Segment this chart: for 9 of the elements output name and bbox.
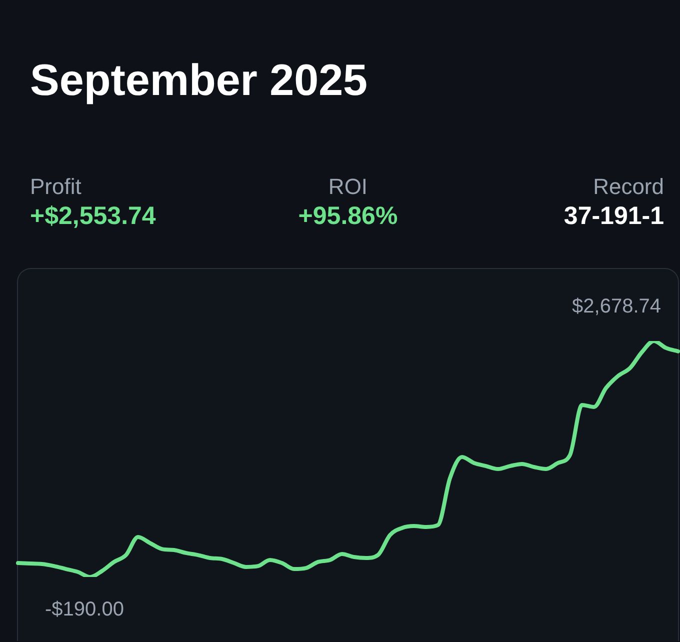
data-label: -$190.00: [45, 598, 124, 621]
data-label: $2,678.74: [572, 296, 661, 318]
text: ROI: [327, 174, 369, 200]
text: +95.86%: [298, 202, 398, 231]
text: 37-191-1: [564, 202, 664, 231]
text: Record: [592, 174, 664, 200]
text: Profit: [30, 174, 82, 200]
text: +$2,553.74: [30, 202, 156, 231]
chart-title: September 2025: [30, 56, 368, 106]
